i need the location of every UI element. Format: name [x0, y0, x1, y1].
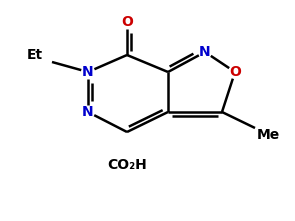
Text: CO₂H: CO₂H — [107, 158, 147, 172]
Text: N: N — [82, 105, 94, 119]
Text: Me: Me — [256, 128, 280, 142]
Text: O: O — [229, 65, 241, 79]
Text: N: N — [199, 45, 211, 59]
Text: O: O — [121, 15, 133, 29]
Text: N: N — [82, 65, 94, 79]
Text: Et: Et — [27, 48, 43, 62]
